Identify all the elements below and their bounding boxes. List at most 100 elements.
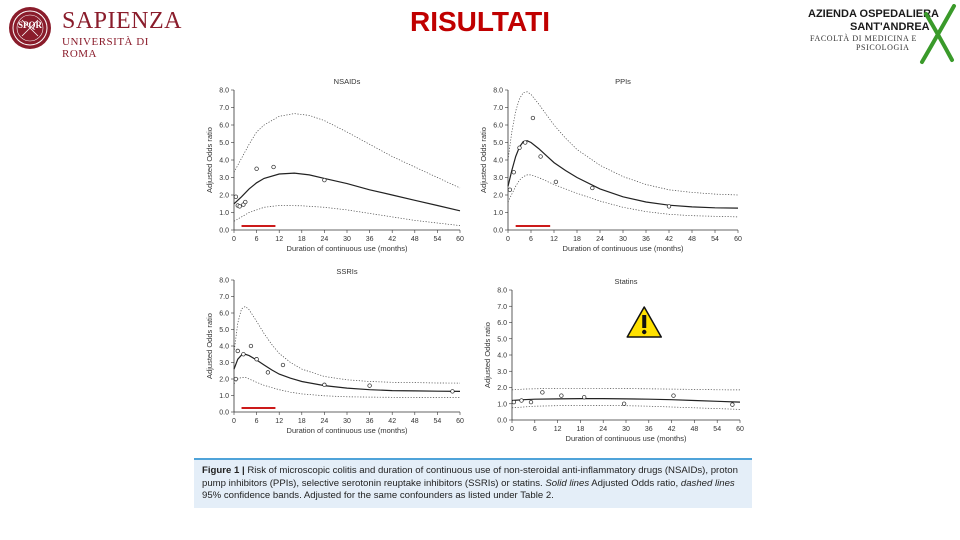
y-axis-label: Adjusted Odds ratio xyxy=(205,313,214,379)
odds-ratio-line xyxy=(233,172,461,212)
x-tick-label: 6 xyxy=(533,426,537,433)
x-tick-label: 24 xyxy=(599,426,607,433)
y-axis-label: Adjusted Odds ratio xyxy=(479,127,488,193)
odds-ratio-line xyxy=(511,398,741,403)
y-tick-label: 8.0 xyxy=(493,88,503,95)
confidence-band-line xyxy=(233,377,460,398)
data-point xyxy=(243,199,248,205)
caption-dashed-label: dashed lines xyxy=(680,477,735,489)
panel-statins: Statins 0.0 1.0 2.0 3.0 4.0 5.0 6.0 7.0 8.0 0 6 12 18… xyxy=(483,277,744,443)
data-point xyxy=(519,398,524,403)
confidence-band-line xyxy=(507,91,739,196)
y-tick-label: 1.0 xyxy=(497,401,507,408)
x-tick-label: 24 xyxy=(321,236,329,243)
data-point xyxy=(237,204,242,209)
x-tick-label: 42 xyxy=(388,418,396,425)
confidence-band-line xyxy=(233,305,461,384)
x-tick-label: 42 xyxy=(388,236,396,243)
x-tick-label: 0 xyxy=(510,426,514,433)
data-point xyxy=(517,145,522,150)
data-point xyxy=(233,376,239,382)
x-tick-label: 60 xyxy=(734,236,742,243)
y-tick-label: 6.0 xyxy=(219,311,229,318)
y-tick-label: 3.0 xyxy=(493,175,503,182)
x-tick-label: 6 xyxy=(255,236,259,243)
x-tick-label: 12 xyxy=(275,236,283,243)
y-tick-label: 5.0 xyxy=(493,140,503,147)
data-point xyxy=(530,115,536,121)
y-axis-label: Adjusted Odds ratio xyxy=(205,127,214,193)
x-tick-label: 48 xyxy=(688,236,696,243)
x-tick-label: 54 xyxy=(713,426,721,433)
x-tick-label: 6 xyxy=(255,418,259,425)
figure-panels: NSAIDs 0.0 1.0 2.0 3.0 4.0 5.0 6.0 7.0 8.0 0 6 12 18 2… xyxy=(205,77,744,443)
y-tick-label: 4.0 xyxy=(497,353,507,360)
page-title: RISULTATI xyxy=(410,6,550,37)
y-tick-label: 4.0 xyxy=(219,344,229,351)
x-tick-label: 0 xyxy=(232,418,236,425)
data-point xyxy=(538,154,543,159)
panel-nsaids: NSAIDs 0.0 1.0 2.0 3.0 4.0 5.0 6.0 7.0 8.0 0 6 12 18 2… xyxy=(205,77,464,253)
y-tick-label: 6.0 xyxy=(493,123,503,130)
data-point xyxy=(621,401,627,406)
panel-ppis: PPIs 0.0 1.0 2.0 3.0 4.0 5.0 6.0 7.0 8.0 0 6 12 18 24 3… xyxy=(479,77,742,253)
x-tick-label: 54 xyxy=(711,236,719,243)
x-tick-label: 36 xyxy=(645,426,653,433)
x-tick-label: 30 xyxy=(619,236,627,243)
y-tick-label: 0.0 xyxy=(219,410,229,417)
confidence-band-line xyxy=(511,387,741,391)
university-name: SAPIENZA xyxy=(62,8,183,34)
data-point xyxy=(559,393,564,398)
y-tick-label: 2.0 xyxy=(497,385,507,392)
x-tick-label: 0 xyxy=(232,236,236,243)
data-point xyxy=(254,166,259,171)
y-tick-label: 2.0 xyxy=(219,377,229,384)
hospital-line-3: FACOLTÀ DI MEDICINA E xyxy=(810,34,918,43)
y-tick-label: 7.0 xyxy=(219,294,229,301)
x-tick-label: 12 xyxy=(275,418,283,425)
y-tick-label: 5.0 xyxy=(219,140,229,147)
y-tick-label: 8.0 xyxy=(497,288,507,295)
y-tick-label: 2.0 xyxy=(493,193,503,200)
x-tick-label: 48 xyxy=(691,426,699,433)
caption-text-1: Risk of microscopic colitis and duration… xyxy=(202,465,738,489)
x-tick-label: 36 xyxy=(366,236,374,243)
data-point xyxy=(590,185,595,191)
x-tick-label: 54 xyxy=(434,418,442,425)
data-point xyxy=(235,348,240,354)
x-tick-label: 18 xyxy=(577,426,585,433)
x-tick-label: 36 xyxy=(642,236,650,243)
university-subtitle: UNIVERSITÀ DI ROMA xyxy=(62,36,149,60)
x-tick-label: 54 xyxy=(434,236,442,243)
confidence-band-line xyxy=(511,405,741,410)
caption-text-3: 95% confidence bands. Adjusted for the s… xyxy=(202,490,554,501)
y-tick-label: 7.0 xyxy=(493,105,503,112)
y-axis-label: Adjusted Odds ratio xyxy=(483,322,492,388)
data-point xyxy=(367,383,372,388)
x-axis-label: Duration of continuous use (months) xyxy=(563,244,684,253)
caption-solid-label: Solid lines xyxy=(545,477,590,489)
y-tick-label: 0.0 xyxy=(493,228,503,235)
data-point xyxy=(666,204,672,209)
x-tick-label: 18 xyxy=(573,236,581,243)
x-tick-label: 0 xyxy=(506,236,510,243)
confidence-band-line xyxy=(507,174,739,218)
y-tick-label: 5.0 xyxy=(497,336,507,343)
y-tick-label: 1.0 xyxy=(219,393,229,400)
hospital-line-4: PSICOLOGIA xyxy=(856,43,910,52)
panel-title: Statins xyxy=(615,277,638,286)
data-point xyxy=(271,164,276,170)
hospital-line-2: SANT'ANDREA xyxy=(850,21,930,33)
x-tick-label: 6 xyxy=(529,236,533,243)
panel-title: NSAIDs xyxy=(334,77,361,86)
hospital-line-1: AZIENDA OSPEDALIERA xyxy=(808,8,939,20)
caption-text-2: Adjusted Odds ratio, xyxy=(589,477,681,489)
x-tick-label: 18 xyxy=(298,418,306,425)
data-point xyxy=(507,187,513,192)
data-point xyxy=(280,362,286,368)
data-point xyxy=(523,140,528,145)
caption-label: Figure 1 | xyxy=(202,465,245,476)
data-point xyxy=(248,343,254,349)
x-tick-label: 24 xyxy=(596,236,604,243)
x-tick-label: 18 xyxy=(298,236,306,243)
